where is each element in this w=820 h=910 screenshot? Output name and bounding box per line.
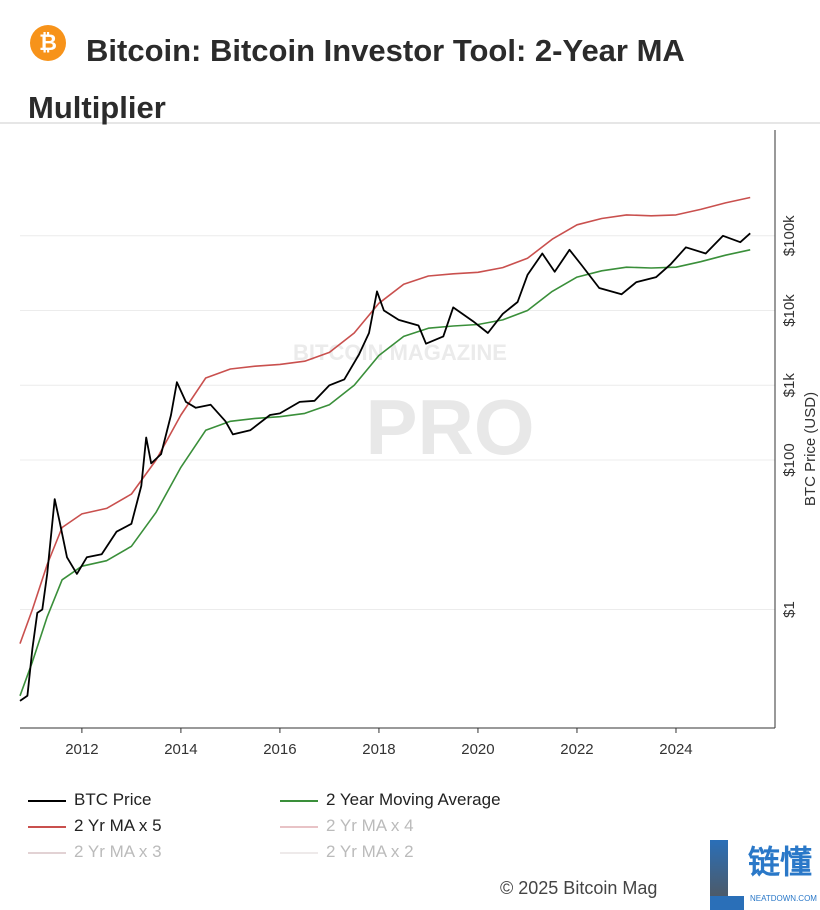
x-tick-label: 2012 [65,741,98,758]
chart-watermark-top: BITCOIN MAGAZINE [293,340,507,365]
chart: BITCOIN MAGAZINE PRO $1 $100 $1k $10k $100k BTC… [19,130,819,758]
legend-ma-x4[interactable]: 2 Yr MA x 4 [280,816,414,836]
x-tick-label: 2016 [263,741,296,758]
y-tick-label: $1 [781,601,798,618]
x-tick-label: 2018 [362,741,395,758]
site-watermark-logo: 链懂 NEATDOWN.COM [706,840,820,910]
x-tick-label: 2022 [560,741,593,758]
legend-label: 2 Yr MA x 3 [74,842,162,861]
legend-label: 2 Yr MA x 4 [326,816,414,835]
bitcoin-icon: ₿ [30,25,66,61]
x-tick-label: 2024 [659,741,692,758]
x-tick-label: 2020 [461,741,494,758]
y-axis-label: BTC Price (USD) [802,392,819,506]
y-tick-label: $10k [781,294,798,327]
watermark-cn: 链懂 [748,844,813,880]
legend-label: 2 Year Moving Average [326,790,501,809]
x-tick-label: 2014 [164,741,197,758]
chart-watermark-pro: PRO [365,383,534,471]
legend-ma-x5[interactable]: 2 Yr MA x 5 [28,816,162,836]
page-title: Bitcoin: Bitcoin Investor Tool: 2-Year M… [28,33,684,125]
series-btc-price-line [19,232,751,702]
legend-label: 2 Yr MA x 2 [326,842,414,861]
series-ma-x5-line [19,196,751,644]
legend-btc-price[interactable]: BTC Price [28,790,151,810]
y-tick-label: $100 [781,443,798,476]
y-tick-label: $1k [781,373,798,398]
copyright: © 2025 Bitcoin Mag [500,878,658,898]
chart-header: ₿ Bitcoin: Bitcoin Investor Tool: 2-Year… [0,0,820,125]
series-2yr-ma-line [19,249,751,697]
legend-2yr-ma[interactable]: 2 Year Moving Average [280,790,501,810]
legend-label: 2 Yr MA x 5 [74,816,162,835]
legend-ma-x3[interactable]: 2 Yr MA x 3 [28,842,162,862]
legend-ma-x2[interactable]: 2 Yr MA x 2 [280,842,414,862]
legend-label: BTC Price [74,790,152,809]
watermark-en: NEATDOWN.COM [750,894,817,903]
y-tick-label: $100k [781,215,798,256]
